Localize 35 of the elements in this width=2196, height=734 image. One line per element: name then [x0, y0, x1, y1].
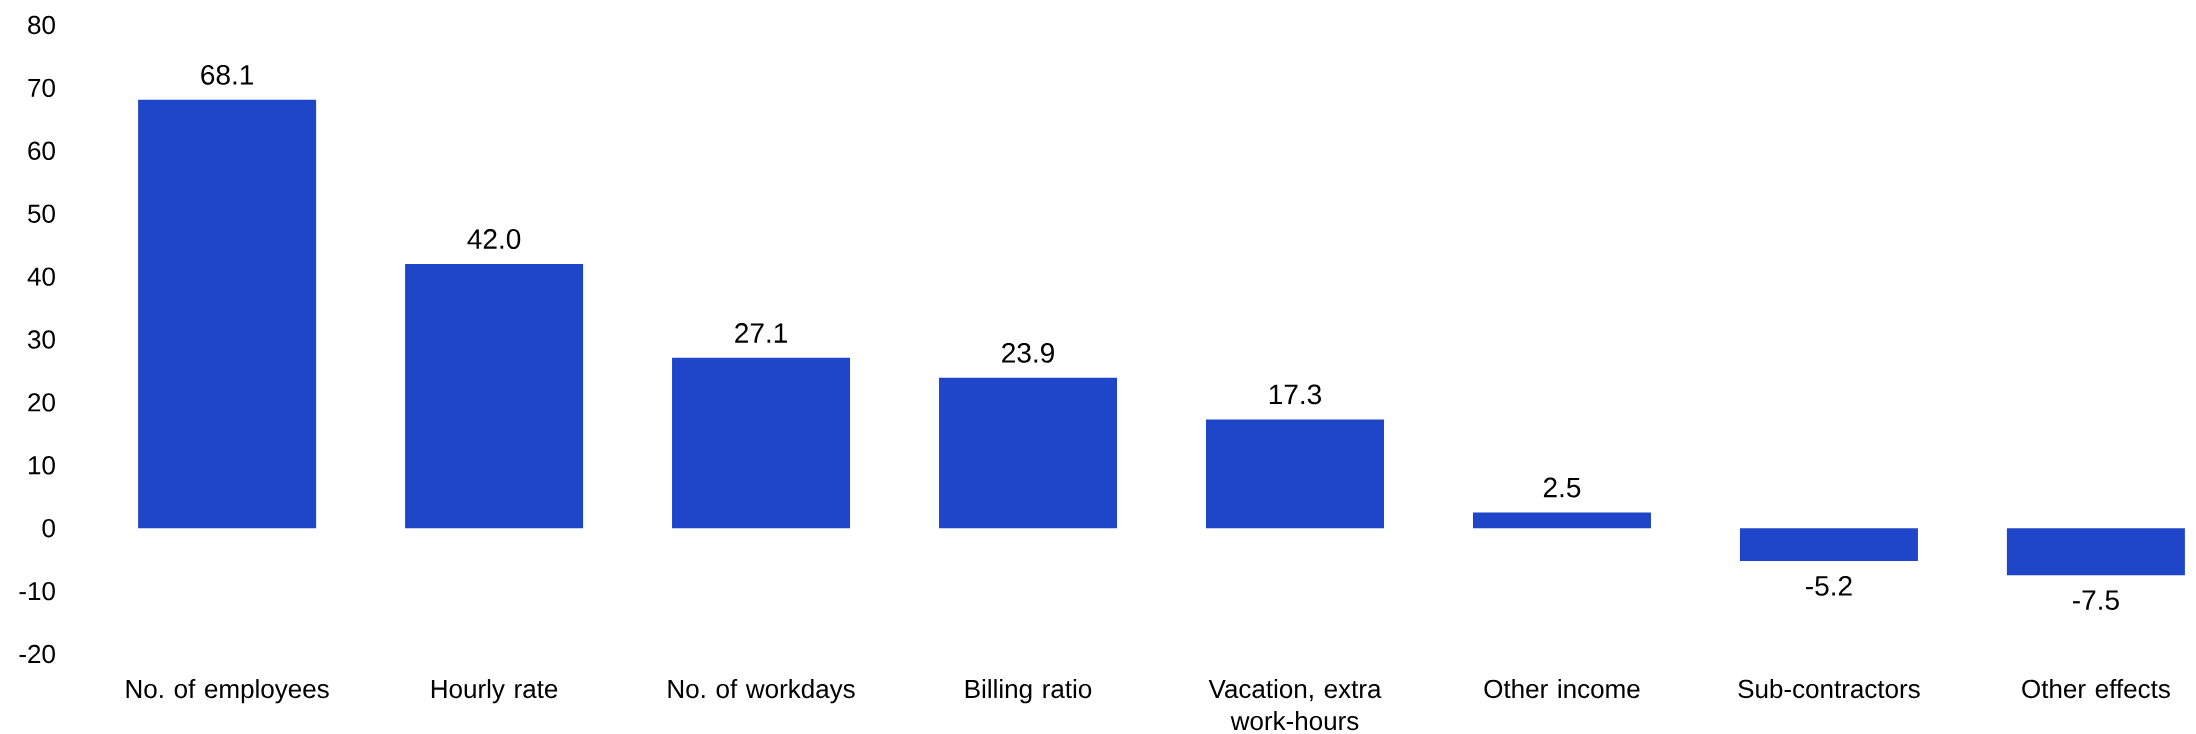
x-tick-label: No. of workdays — [668, 679, 855, 704]
bar — [1739, 528, 1918, 561]
x-tick-label: Hourly rate — [431, 679, 558, 704]
data-label: 17.3 — [1269, 384, 1321, 405]
data-label: 23.9 — [1002, 342, 1054, 363]
x-tick-label: Sub-contractors — [1738, 679, 1920, 699]
y-tick-label: 10 — [28, 456, 55, 475]
data-label: -7.5 — [2073, 590, 2119, 610]
data-label: 27.1 — [735, 323, 787, 343]
data-label: 68.1 — [201, 64, 253, 85]
x-tick-label: No. of employees — [126, 679, 329, 704]
bar — [939, 377, 1118, 529]
y-tick-label: 40 — [27, 267, 55, 286]
bar — [138, 99, 317, 529]
x-tick-label: Vacation, extra work-hours — [1208, 679, 1382, 731]
y-tick-label: 20 — [28, 393, 55, 412]
bar — [1472, 512, 1651, 529]
data-label: -5.2 — [1806, 575, 1852, 596]
x-tick-label: Billing ratio — [965, 679, 1092, 704]
y-tick-label: -10 — [19, 581, 55, 601]
bar — [1205, 419, 1384, 529]
y-tick-label: 70 — [28, 78, 55, 98]
bar — [672, 357, 851, 529]
x-tick-label: Other income — [1484, 679, 1640, 699]
bar — [405, 264, 584, 529]
data-label: 42.0 — [467, 229, 521, 249]
y-tick-label: 80 — [28, 15, 55, 35]
data-label: 2.5 — [1543, 477, 1581, 498]
y-tick-label: 30 — [28, 330, 55, 349]
y-tick-label: 0 — [42, 518, 55, 538]
y-tick-label: -20 — [19, 644, 55, 664]
x-tick-label: Other effects — [2022, 679, 2170, 699]
bar — [2006, 528, 2185, 576]
y-tick-label: 50 — [28, 204, 55, 223]
y-tick-label: 60 — [28, 141, 55, 160]
